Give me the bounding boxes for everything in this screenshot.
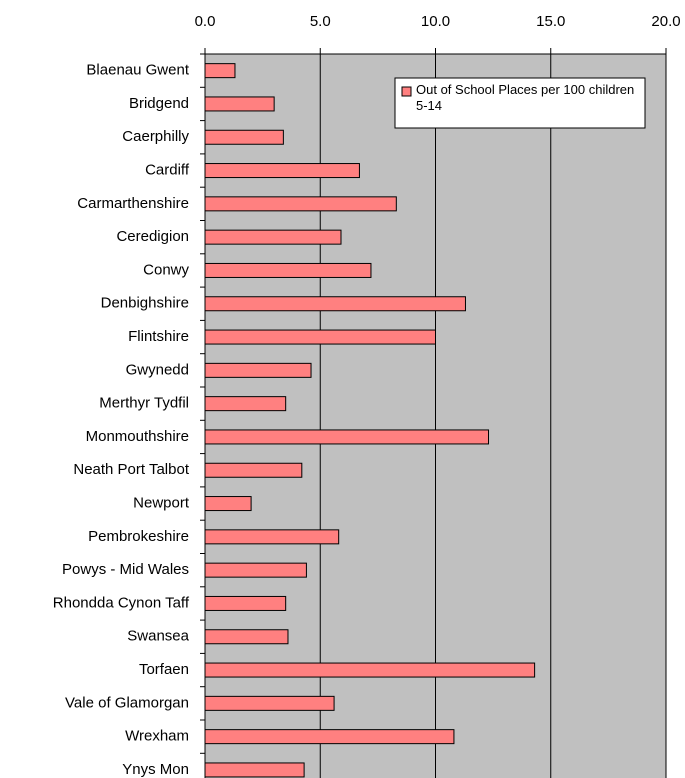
bar <box>204 729 455 745</box>
y-tick-label: Bridgend <box>129 95 189 112</box>
bar <box>204 262 372 278</box>
x-tick-label: 5.0 <box>310 13 331 30</box>
bar <box>204 496 252 512</box>
bar <box>204 762 305 778</box>
bar <box>204 429 490 445</box>
y-tick-label: Ceredigion <box>116 228 189 245</box>
bar <box>204 329 436 345</box>
bar <box>204 462 303 478</box>
x-tick-label: 20.0 <box>651 13 680 30</box>
y-tick-label: Wrexham <box>125 728 189 745</box>
bar <box>204 163 360 179</box>
y-tick-label: Rhondda Cynon Taff <box>53 594 190 611</box>
y-tick-label: Flintshire <box>128 328 189 345</box>
y-tick-label: Blaenau Gwent <box>86 62 189 79</box>
bar <box>204 96 275 112</box>
x-tick-label: 15.0 <box>536 13 565 30</box>
bar <box>204 296 466 312</box>
bar <box>204 529 340 545</box>
y-tick-label: Pembrokeshire <box>88 528 189 545</box>
bar <box>204 595 287 611</box>
y-tick-label: Merthyr Tydfil <box>99 395 189 412</box>
y-tick-label: Torfaen <box>139 661 189 678</box>
bar <box>204 229 342 245</box>
bar <box>204 396 287 412</box>
legend-box <box>394 77 646 129</box>
legend-label: Out of School Places per 100 children 5-… <box>416 82 635 113</box>
y-tick-label: Cardiff <box>145 162 190 179</box>
bar <box>204 362 312 378</box>
legend-swatch <box>401 86 412 97</box>
y-tick-label: Vale of Glamorgan <box>65 694 189 711</box>
y-tick-label: Powys - Mid Wales <box>62 561 189 578</box>
y-tick-label: Denbighshire <box>101 295 189 312</box>
bar <box>204 629 289 645</box>
bar <box>204 662 536 678</box>
y-tick-label: Ynys Mon <box>122 761 189 778</box>
legend-label-box: Out of School Places per 100 children 5-… <box>416 82 635 113</box>
y-tick-label: Gwynedd <box>126 361 189 378</box>
y-tick-label: Conwy <box>143 261 189 278</box>
bar <box>204 695 335 711</box>
y-tick-label: Monmouthshire <box>86 428 189 445</box>
y-tick-label: Carmarthenshire <box>77 195 189 212</box>
bar <box>204 562 307 578</box>
bar <box>204 196 397 212</box>
x-tick-label: 10.0 <box>421 13 450 30</box>
y-tick-label: Neath Port Talbot <box>73 461 189 478</box>
bar <box>204 129 284 145</box>
y-tick-label: Caerphilly <box>122 128 189 145</box>
x-tick-label: 0.0 <box>195 13 216 30</box>
bar <box>204 63 236 79</box>
y-tick-label: Swansea <box>127 628 189 645</box>
y-tick-label: Newport <box>133 495 190 512</box>
